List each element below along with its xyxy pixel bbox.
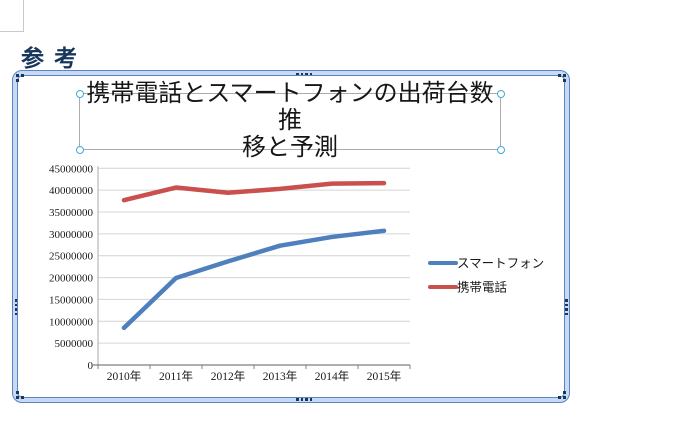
frame-handle-bottom-right[interactable] <box>557 390 566 399</box>
frame-handle-right[interactable] <box>565 299 568 315</box>
title-resize-handle-bottom-left[interactable] <box>75 145 84 154</box>
chart-title-line1: 携帯電話とスマートフォンの出荷台数推 <box>86 81 494 134</box>
page-heading: 参考 <box>21 45 87 72</box>
chart-title-box[interactable]: 携帯電話とスマートフォンの出荷台数推 移と予測 <box>75 81 505 161</box>
frame-handle-bottom[interactable] <box>296 398 312 401</box>
title-resize-handle-bottom-right[interactable] <box>496 145 505 154</box>
frame-handle-top[interactable] <box>296 72 312 75</box>
frame-handle-top-right[interactable] <box>557 74 566 83</box>
title-resize-handle-top-right[interactable] <box>496 89 505 98</box>
frame-handle-top-left[interactable] <box>16 74 25 83</box>
title-resize-handle-top-left[interactable] <box>75 89 84 98</box>
frame-handle-bottom-left[interactable] <box>16 390 25 399</box>
chart-title-line2: 移と予測 <box>242 135 338 161</box>
frame-handle-left[interactable] <box>14 299 17 315</box>
placeholder-corner <box>0 0 24 32</box>
chart-title: 携帯電話とスマートフォンの出荷台数推 移と予測 <box>80 81 500 161</box>
